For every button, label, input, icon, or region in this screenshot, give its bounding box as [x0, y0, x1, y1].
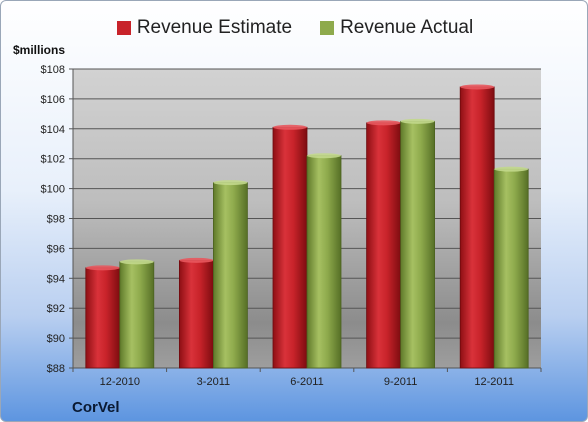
y-tick-label: $98: [47, 214, 65, 226]
bar-estimate-cap: [273, 124, 307, 130]
bar-estimate: [366, 122, 402, 369]
x-tick-label: 12-2011: [474, 376, 514, 388]
chart-legend: Revenue Estimate Revenue Actual: [1, 17, 587, 39]
bar-actual-cap: [307, 153, 341, 159]
y-tick-label: $96: [47, 243, 65, 255]
legend-item-actual: Revenue Actual: [320, 17, 473, 39]
y-tick-label: $88: [47, 363, 65, 375]
bar-estimate-cap: [366, 120, 401, 126]
bar-estimate: [178, 259, 214, 369]
company-name: CorVel: [72, 399, 120, 416]
y-tick-label: $106: [41, 94, 65, 106]
x-tick-label: 3-2011: [197, 376, 230, 388]
legend-label-actual: Revenue Actual: [340, 17, 474, 38]
bar-estimate-cap: [179, 257, 214, 263]
x-tick-label: 6-2011: [290, 376, 323, 388]
bar-actual-cap: [400, 118, 435, 124]
x-tick-label: 12-2010: [100, 376, 140, 388]
y-tick-label: $102: [41, 154, 65, 166]
bar-actual-cap: [213, 180, 248, 186]
y-tick-label: $94: [47, 273, 65, 285]
legend-label-estimate: Revenue Estimate: [136, 17, 293, 38]
bar-estimate: [459, 86, 495, 369]
bar-actual: [306, 155, 342, 369]
legend-swatch-estimate: [116, 21, 131, 35]
x-tick-label: 9-2011: [384, 376, 417, 388]
y-tick-label: $108: [41, 64, 65, 76]
y-tick-label: $90: [47, 333, 65, 345]
bar-estimate: [272, 126, 308, 369]
bar-actual: [400, 120, 436, 369]
bar-actual-cap: [119, 259, 154, 265]
bar-actual-cap: [494, 166, 529, 172]
y-tick-label: $100: [41, 184, 65, 196]
y-tick-label: $92: [47, 303, 65, 315]
legend-swatch-actual: [320, 21, 335, 35]
y-tick-label: $104: [41, 124, 65, 136]
bar-actual: [119, 261, 155, 369]
bar-actual: [212, 182, 248, 369]
bar-estimate: [85, 267, 121, 369]
bar-estimate-cap: [85, 265, 120, 271]
bar-actual: [493, 168, 529, 369]
legend-item-estimate: Revenue Estimate: [116, 17, 293, 39]
y-axis-unit-label: $millions: [13, 43, 66, 57]
bar-estimate-cap: [460, 84, 495, 90]
